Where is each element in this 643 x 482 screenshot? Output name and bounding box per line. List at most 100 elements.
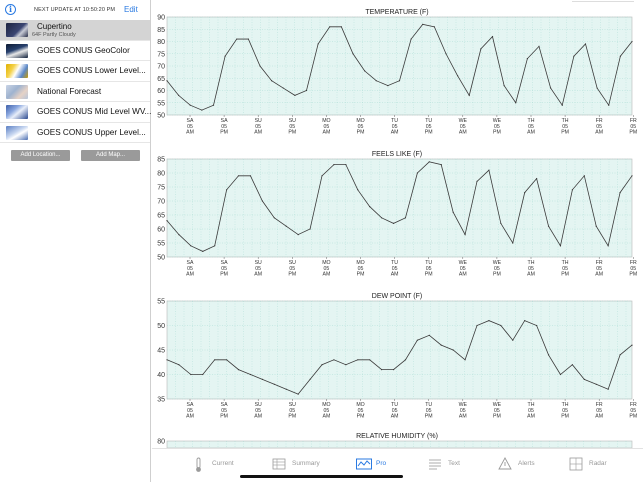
x-tick-label: 05 bbox=[528, 124, 534, 130]
x-tick-label: 05 bbox=[187, 266, 193, 272]
x-tick-label: AM bbox=[595, 272, 603, 278]
x-tick-label: WE bbox=[493, 260, 502, 266]
plot-area bbox=[166, 440, 633, 448]
x-tick-label: TH bbox=[528, 402, 535, 408]
data-point bbox=[584, 43, 587, 45]
sidebar: i NEXT UPDATE AT 10:50:20 PM Edit Cupert… bbox=[0, 0, 151, 482]
x-tick-label: 05 bbox=[562, 408, 568, 414]
data-point bbox=[512, 339, 514, 341]
x-tick-label: 05 bbox=[392, 408, 398, 414]
data-point bbox=[524, 192, 526, 194]
x-tick-label: AM bbox=[254, 272, 262, 278]
data-point bbox=[214, 359, 216, 361]
x-tick-label: SA bbox=[187, 118, 194, 124]
home-indicator bbox=[240, 475, 403, 478]
data-point bbox=[428, 161, 430, 163]
x-tick-label: 05 bbox=[289, 124, 295, 130]
data-point bbox=[404, 359, 407, 361]
data-point bbox=[607, 388, 609, 390]
x-tick-label: AM bbox=[459, 414, 467, 420]
location-thumbnail bbox=[6, 23, 28, 37]
x-tick-label: 05 bbox=[358, 408, 364, 414]
x-tick-label: TH bbox=[562, 118, 569, 124]
y-tick-label: 75 bbox=[157, 185, 165, 192]
sidebar-item-label: GOES CONUS GeoColor bbox=[37, 45, 130, 55]
y-tick-label: 75 bbox=[157, 51, 165, 58]
tab-label: Text bbox=[448, 460, 460, 467]
data-point bbox=[297, 393, 299, 395]
x-tick-label: 05 bbox=[460, 124, 466, 130]
y-tick-label: 55 bbox=[157, 241, 165, 248]
x-tick-label: FR bbox=[596, 260, 603, 266]
x-tick-label: 05 bbox=[392, 124, 398, 130]
y-tick-label: 70 bbox=[157, 64, 165, 71]
x-tick-label: 05 bbox=[596, 408, 602, 414]
x-tick-label: PM bbox=[425, 414, 433, 420]
data-point bbox=[189, 104, 191, 106]
series-line bbox=[166, 161, 633, 252]
x-tick-label: AM bbox=[323, 272, 331, 278]
x-tick-label: WE bbox=[459, 118, 468, 124]
x-tick-label: AM bbox=[595, 414, 603, 420]
tab-label: Summary bbox=[292, 460, 320, 467]
add-map-button[interactable]: Add Map... bbox=[81, 150, 140, 161]
data-point bbox=[468, 94, 470, 96]
x-tick-label: WE bbox=[493, 118, 502, 124]
x-tick-label: 05 bbox=[494, 124, 500, 130]
data-point bbox=[190, 245, 192, 247]
x-tick-label: TH bbox=[528, 260, 535, 266]
x-tick-label: WE bbox=[459, 260, 468, 266]
data-point bbox=[226, 189, 228, 191]
x-tick-label: 05 bbox=[255, 266, 261, 272]
data-point bbox=[166, 220, 168, 222]
data-point bbox=[452, 211, 454, 213]
edit-button[interactable]: Edit bbox=[124, 5, 138, 14]
add-location-button[interactable]: Add Location... bbox=[11, 150, 70, 161]
sidebar-item-geocolor[interactable]: GOES CONUS GeoColor bbox=[0, 41, 150, 61]
alert-triangle-icon bbox=[498, 457, 512, 470]
data-point bbox=[452, 349, 454, 351]
data-point bbox=[259, 65, 261, 67]
x-tick-label: AM bbox=[391, 272, 399, 278]
data-point bbox=[387, 85, 389, 87]
sidebar-item-cupertino[interactable]: Cupertino 64F Partly Cloudy bbox=[0, 20, 150, 41]
x-tick-label: WE bbox=[493, 402, 502, 408]
x-tick-label: 05 bbox=[187, 124, 193, 130]
data-point bbox=[345, 164, 347, 166]
data-point bbox=[249, 373, 252, 376]
x-tick-label: AM bbox=[186, 272, 194, 278]
x-tick-label: 05 bbox=[596, 124, 602, 130]
x-tick-label: 05 bbox=[255, 408, 261, 414]
data-point bbox=[445, 53, 447, 55]
data-point bbox=[321, 364, 323, 366]
x-tick-label: MO bbox=[322, 118, 330, 124]
data-point bbox=[488, 320, 490, 322]
x-tick-label: TH bbox=[562, 260, 569, 266]
data-point bbox=[321, 175, 323, 177]
data-point bbox=[571, 189, 573, 191]
info-icon[interactable]: i bbox=[5, 4, 16, 15]
sidebar-item-upper-level[interactable]: GOES CONUS Upper Level... bbox=[0, 123, 150, 143]
data-point bbox=[573, 55, 575, 57]
data-point bbox=[305, 89, 308, 92]
sidebar-header: i NEXT UPDATE AT 10:50:20 PM Edit bbox=[0, 0, 150, 20]
data-point bbox=[392, 222, 395, 224]
data-point bbox=[333, 359, 335, 361]
sidebar-item-label: National Forecast bbox=[37, 86, 102, 96]
sidebar-item-national-forecast[interactable]: National Forecast bbox=[0, 82, 150, 102]
data-point bbox=[480, 48, 482, 50]
x-tick-label: 05 bbox=[358, 266, 364, 272]
sidebar-item-mid-level[interactable]: GOES CONUS Mid Level WV... bbox=[0, 102, 151, 123]
x-tick-label: 05 bbox=[494, 266, 500, 272]
x-tick-label: AM bbox=[254, 414, 262, 420]
data-point bbox=[178, 364, 180, 366]
data-point bbox=[369, 359, 371, 361]
sidebar-item-lower-level[interactable]: GOES CONUS Lower Level... bbox=[0, 61, 150, 82]
x-tick-label: MO bbox=[322, 402, 330, 408]
data-point bbox=[285, 388, 287, 390]
data-point bbox=[550, 87, 552, 89]
pro-chart-icon bbox=[356, 458, 372, 470]
data-point bbox=[226, 359, 228, 361]
x-tick-label: PM bbox=[629, 272, 637, 278]
data-point bbox=[329, 26, 331, 28]
